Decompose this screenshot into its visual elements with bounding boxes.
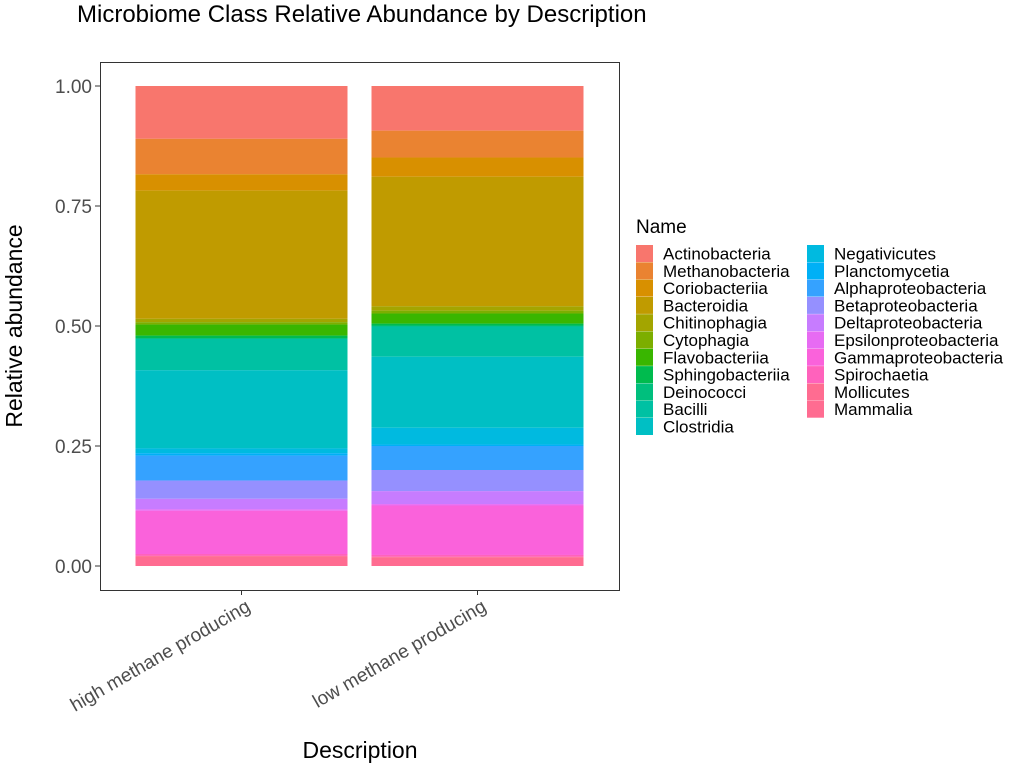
- legend-key-spirochaetia: [807, 366, 824, 384]
- legend-key-epsilonproteobacteria: [807, 331, 824, 349]
- y-tick-label: 0.00: [55, 557, 92, 578]
- bar-segment-alphaproteobacteria-high-methane-producing: [135, 455, 348, 481]
- bar-segment-methanobacteria-high-methane-producing: [135, 138, 348, 175]
- bar-segment-alphaproteobacteria-low-methane-producing: [371, 446, 584, 470]
- legend-key-deltaproteobacteria: [807, 314, 824, 332]
- x-tick-label-high-methane-producing: high methane producing: [67, 596, 254, 716]
- chart-title: Microbiome Class Relative Abundance by D…: [77, 1, 647, 28]
- legend-key-flavobacteriia: [636, 348, 653, 366]
- x-axis: high methane producing low methane produc…: [67, 590, 490, 716]
- legend-key-gammaproteobacteria: [807, 348, 824, 366]
- bar-segment-gammaproteobacteria-high-methane-producing: [135, 510, 348, 554]
- bar-segment-mammalia-high-methane-producing: [135, 556, 348, 566]
- legend-label-spirochaetia: Spirochaetia: [834, 366, 929, 385]
- legend-label-bacteroidia: Bacteroidia: [663, 296, 749, 315]
- legend-label-epsilonproteobacteria: Epsilonproteobacteria: [834, 331, 999, 350]
- legend-key-actinobacteria: [636, 245, 653, 262]
- legend-label-methanobacteria: Methanobacteria: [663, 262, 790, 281]
- bars-layer: [135, 86, 584, 566]
- legend-label-betaproteobacteria: Betaproteobacteria: [834, 296, 978, 315]
- bar-segment-deinococci-high-methane-producing: [135, 338, 348, 339]
- bar-segment-clostridia-low-methane-producing: [371, 356, 584, 428]
- bar-segment-spirochaetia-low-methane-producing: [371, 554, 584, 557]
- bar-segment-bacilli-high-methane-producing: [135, 338, 348, 371]
- bar-segment-coriobacteriia-low-methane-producing: [371, 157, 584, 177]
- legend-label-alphaproteobacteria: Alphaproteobacteria: [834, 279, 987, 298]
- bar-segment-planctomycetia-low-methane-producing: [371, 444, 584, 446]
- bar-segment-cytophagia-high-methane-producing: [135, 322, 348, 325]
- bar-segment-flavobacteriia-low-methane-producing: [371, 313, 584, 324]
- legend-label-deinococci: Deinococci: [663, 383, 746, 402]
- y-axis-title: Relative abundance: [1, 224, 27, 427]
- legend-key-alphaproteobacteria: [807, 279, 824, 297]
- bar-segment-bacteroidia-high-methane-producing: [135, 190, 348, 319]
- x-tick-label-low-methane-producing: low methane producing: [309, 596, 490, 712]
- legend-label-flavobacteriia: Flavobacteriia: [663, 348, 769, 367]
- legend-key-negativicutes: [807, 245, 824, 262]
- bar-segment-cytophagia-low-methane-producing: [371, 310, 584, 314]
- legend-key-bacilli: [636, 400, 653, 418]
- bar-segment-methanobacteria-low-methane-producing: [371, 130, 584, 158]
- legend-label-bacilli: Bacilli: [663, 400, 707, 419]
- bar-segment-gammaproteobacteria-low-methane-producing: [371, 505, 584, 555]
- plot-panel-border: [100, 62, 620, 591]
- y-tick-label: 0.50: [55, 317, 92, 338]
- legend-label-mollicutes: Mollicutes: [834, 383, 910, 402]
- bar-segment-epsilonproteobacteria-low-methane-producing: [371, 504, 584, 506]
- bar-segment-coriobacteriia-high-methane-producing: [135, 174, 348, 191]
- bar-segment-deltaproteobacteria-low-methane-producing: [371, 491, 584, 505]
- legend-label-chitinophagia: Chitinophagia: [663, 314, 768, 333]
- y-axis: 0.00 0.25 0.50 0.75 1.00: [55, 77, 100, 578]
- legend: Name ActinobacteriaMethanobacteriaCoriob…: [636, 217, 1004, 437]
- bar-segment-mammalia-low-methane-producing: [371, 557, 584, 566]
- bar-segment-bacilli-low-methane-producing: [371, 326, 584, 357]
- legend-label-gammaproteobacteria: Gammaproteobacteria: [834, 348, 1004, 367]
- bar-segment-planctomycetia-high-methane-producing: [135, 453, 348, 456]
- legend-key-deinococci: [636, 383, 653, 401]
- y-tick-label: 0.25: [55, 437, 92, 458]
- legend-key-chitinophagia: [636, 314, 653, 332]
- legend-key-mammalia: [807, 400, 824, 418]
- legend-label-clostridia: Clostridia: [663, 418, 734, 437]
- bar-segment-deltaproteobacteria-high-methane-producing: [135, 498, 348, 510]
- bar-segment-sphingobacteriia-high-methane-producing: [135, 335, 348, 338]
- legend-key-clostridia: [636, 418, 653, 435]
- bar-segment-betaproteobacteria-low-methane-producing: [371, 470, 584, 492]
- legend-label-cytophagia: Cytophagia: [663, 331, 750, 350]
- bar-segment-bacteroidia-low-methane-producing: [371, 176, 584, 307]
- bar-segment-clostridia-high-methane-producing: [135, 370, 348, 449]
- bar-segment-actinobacteria-low-methane-producing: [371, 86, 584, 131]
- legend-key-betaproteobacteria: [807, 296, 824, 314]
- bar-segment-negativicutes-high-methane-producing: [135, 448, 348, 454]
- bar-segment-epsilonproteobacteria-high-methane-producing: [135, 509, 348, 511]
- legend-label-negativicutes: Negativicutes: [834, 245, 936, 264]
- legend-label-actinobacteria: Actinobacteria: [663, 245, 771, 264]
- legend-key-planctomycetia: [807, 262, 824, 280]
- legend-label-sphingobacteriia: Sphingobacteriia: [663, 366, 790, 385]
- legend-key-bacteroidia: [636, 296, 653, 314]
- y-tick-label: 1.00: [55, 77, 92, 98]
- bar-segment-actinobacteria-high-methane-producing: [135, 86, 348, 139]
- bar-segment-flavobacteriia-high-methane-producing: [135, 324, 348, 336]
- bar-segment-deinococci-low-methane-producing: [371, 325, 584, 327]
- legend-key-mollicutes: [807, 383, 824, 401]
- x-axis-title: Description: [302, 737, 417, 763]
- legend-label-coriobacteriia: Coriobacteriia: [663, 279, 768, 298]
- legend-title: Name: [636, 217, 687, 238]
- legend-label-mammalia: Mammalia: [834, 400, 913, 419]
- legend-key-methanobacteria: [636, 262, 653, 280]
- bar-segment-betaproteobacteria-high-methane-producing: [135, 480, 348, 499]
- bar-segment-spirochaetia-high-methane-producing: [135, 554, 348, 556]
- bar-segment-chitinophagia-high-methane-producing: [135, 318, 348, 323]
- bar-segment-chitinophagia-low-methane-producing: [371, 306, 584, 311]
- legend-label-planctomycetia: Planctomycetia: [834, 262, 950, 281]
- bar-segment-negativicutes-low-methane-producing: [371, 427, 584, 445]
- legend-label-deltaproteobacteria: Deltaproteobacteria: [834, 314, 983, 333]
- legend-key-sphingobacteriia: [636, 366, 653, 384]
- legend-key-coriobacteriia: [636, 279, 653, 297]
- bar-segment-sphingobacteriia-low-methane-producing: [371, 323, 584, 326]
- y-tick-label: 0.75: [55, 197, 92, 218]
- legend-key-cytophagia: [636, 331, 653, 349]
